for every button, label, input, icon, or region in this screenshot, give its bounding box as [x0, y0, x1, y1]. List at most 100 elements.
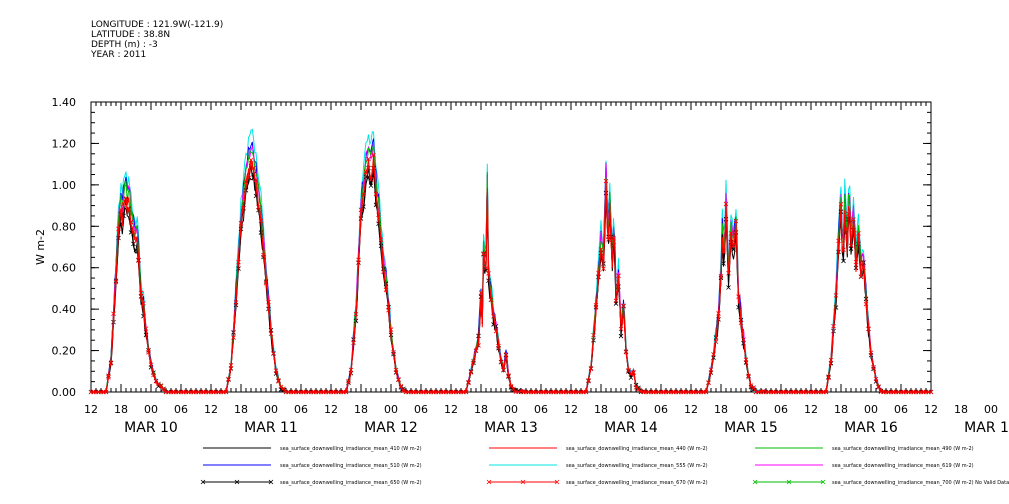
x-tick-label: 12 [564, 403, 578, 416]
series-marker [868, 350, 874, 356]
y-axis-label: W m-2 [34, 229, 47, 265]
legend-entry-label: sea_surface_downwelling_irradiance_mean_… [566, 463, 708, 469]
series-marker [111, 311, 116, 316]
x-tick-label: 18 [594, 403, 608, 416]
series-marker [136, 257, 141, 263]
legend-entry-label: sea_surface_downwelling_irradiance_mean_… [280, 480, 422, 486]
series-marker [638, 388, 644, 394]
longitude-text: LONGITUDE : 121.9W(-121.9) [91, 20, 224, 30]
x-tick-label: 06 [654, 403, 668, 416]
x-axis: 12 18 00 06 12 18 00 06 12 18 00 06 12 18 00 06 12 18 00 06… [84, 102, 1009, 436]
series-marker [503, 352, 509, 357]
series-marker [738, 320, 744, 326]
plot-border [90, 101, 932, 393]
series-marker [823, 389, 829, 395]
depth-text: DEPTH (m) : -3 [91, 40, 158, 50]
series-marker [481, 251, 486, 256]
series-marker [731, 247, 736, 252]
series-marker [706, 380, 711, 385]
series-marker [133, 238, 139, 244]
series-marker [476, 343, 481, 348]
x-tick-label: 12 [804, 403, 818, 416]
series-marker [728, 231, 734, 236]
series-marker [833, 293, 839, 298]
series-marker [373, 191, 379, 197]
series-marker [723, 201, 729, 207]
series-marker [281, 386, 286, 391]
series-marker [593, 303, 599, 308]
plot-frame [90, 101, 932, 393]
x-day-label: MAR 13 [484, 420, 538, 436]
x-tick-label: 18 [954, 403, 968, 416]
series-marker [356, 257, 361, 263]
x-tick-label: 12 [204, 403, 218, 416]
series-marker [146, 350, 151, 355]
x-day-label: MAR 15 [724, 420, 778, 436]
x-tick-label: 00 [864, 403, 878, 416]
series-marker [236, 259, 241, 265]
x-tick-label: 18 [234, 403, 248, 416]
series-marker [496, 343, 501, 349]
series-marker [233, 300, 239, 305]
series-marker [603, 178, 609, 184]
y-tick-label: 0.80 [52, 220, 77, 233]
x-tick-label: 00 [984, 403, 998, 416]
series-marker [636, 386, 641, 392]
series-marker [721, 261, 726, 266]
series-marker [506, 373, 511, 378]
y-tick-label: 0.40 [52, 303, 77, 316]
x-day-label: MAR 11 [244, 420, 298, 436]
series-marker [343, 389, 349, 395]
series-marker [841, 258, 846, 264]
series-marker [743, 357, 749, 362]
series-line [91, 138, 931, 394]
series-marker [483, 265, 489, 271]
series-marker [391, 349, 396, 355]
series-marker [158, 383, 164, 389]
series-marker [851, 217, 856, 222]
series-marker [928, 389, 934, 395]
series-marker [583, 389, 589, 395]
x-tick-label: 12 [684, 403, 698, 416]
series-marker [516, 389, 521, 395]
legend-marker [234, 479, 240, 485]
series-marker [128, 219, 134, 225]
x-tick-label: 06 [414, 403, 428, 416]
series-marker [393, 367, 399, 373]
series-marker [371, 152, 376, 158]
x-tick-label: 00 [744, 403, 758, 416]
series-marker [718, 273, 724, 279]
series-marker [258, 218, 264, 224]
series-line [91, 166, 931, 393]
series-marker [626, 368, 631, 373]
series-marker [351, 340, 356, 346]
series-marker [856, 231, 861, 236]
y-tick-label: 0.20 [52, 345, 77, 358]
series-marker [386, 307, 391, 313]
y-tick-label: 1.20 [52, 137, 77, 150]
series-marker [871, 364, 876, 370]
x-tick-label: 18 [354, 403, 368, 416]
series-marker [836, 238, 841, 244]
series-marker [348, 367, 354, 373]
legend-entry-label: sea_surface_downwelling_irradiance_mean_… [566, 446, 708, 452]
x-tick-label: 06 [774, 403, 788, 416]
y-tick-label: 1.40 [52, 96, 77, 109]
series-marker [151, 372, 156, 378]
series-marker [346, 378, 351, 384]
series-marker [751, 385, 756, 390]
series-marker [358, 207, 364, 213]
year-text: YEAR : 2011 [91, 50, 147, 60]
series-marker [276, 379, 281, 384]
series-marker [873, 376, 879, 382]
latitude-text: LATITUDE : 38.8N [91, 30, 171, 40]
legend-entry-label: sea_surface_downwelling_irradiance_mean_… [280, 463, 422, 469]
legend-entry-label: sea_surface_downwelling_irradiance_mean_… [566, 480, 708, 486]
series-marker [243, 179, 249, 184]
series-marker [353, 311, 359, 317]
x-day-label: MAR 10 [124, 420, 178, 436]
series-marker [238, 221, 244, 226]
metadata-header: LONGITUDE : 121.9W(-121.9) LATITUDE : 38… [91, 20, 223, 60]
series-marker [498, 359, 504, 365]
legend-marker [520, 479, 526, 485]
